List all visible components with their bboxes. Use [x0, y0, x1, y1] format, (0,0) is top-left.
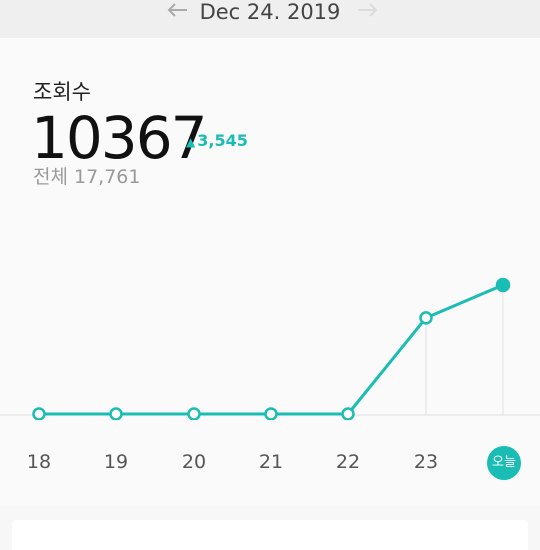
- data-point[interactable]: [109, 407, 123, 420]
- delta-value: 3,545: [197, 131, 248, 150]
- data-point[interactable]: [419, 311, 433, 325]
- stats-card: [0, 38, 540, 506]
- views-line-chart: [0, 277, 540, 420]
- arrow-right-icon: [358, 3, 378, 17]
- bottom-card: [12, 520, 528, 550]
- metric-value: 10367: [31, 104, 208, 172]
- data-point[interactable]: [264, 407, 278, 420]
- data-point[interactable]: [187, 407, 201, 420]
- next-date-button[interactable]: [352, 0, 382, 24]
- data-point[interactable]: [495, 277, 511, 293]
- x-tick-label[interactable]: 22: [335, 451, 361, 473]
- today-label[interactable]: 오늘: [487, 446, 521, 480]
- arrow-left-icon: [167, 3, 187, 17]
- data-point[interactable]: [32, 407, 46, 420]
- x-tick-label[interactable]: 20: [181, 451, 207, 473]
- metric-total: 전체 17,761: [33, 166, 141, 188]
- current-date: Dec 24. 2019: [199, 0, 341, 24]
- x-tick-label[interactable]: 18: [26, 451, 52, 473]
- x-tick-label[interactable]: 23: [413, 451, 439, 473]
- x-tick-label[interactable]: 19: [103, 451, 129, 473]
- series-line: [39, 283, 504, 416]
- metric-delta: ▲ 3,545: [186, 131, 248, 150]
- triangle-up-icon: ▲: [186, 135, 196, 149]
- metric-title: 조회수: [33, 80, 91, 104]
- top-bar: Dec 24. 2019: [0, 0, 540, 38]
- prev-date-button[interactable]: [163, 0, 193, 24]
- x-tick-label[interactable]: 21: [258, 451, 284, 473]
- data-point[interactable]: [341, 407, 355, 420]
